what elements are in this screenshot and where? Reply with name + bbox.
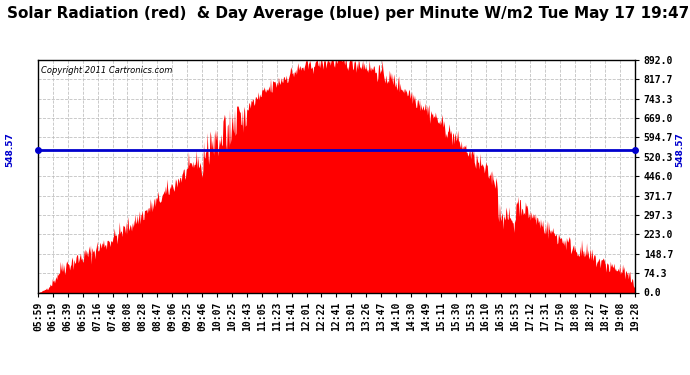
Text: Copyright 2011 Cartronics.com: Copyright 2011 Cartronics.com: [41, 66, 172, 75]
Text: 548.57: 548.57: [675, 132, 684, 167]
Text: 548.57: 548.57: [5, 132, 14, 167]
Text: Solar Radiation (red)  & Day Average (blue) per Minute W/m2 Tue May 17 19:47: Solar Radiation (red) & Day Average (blu…: [7, 6, 689, 21]
